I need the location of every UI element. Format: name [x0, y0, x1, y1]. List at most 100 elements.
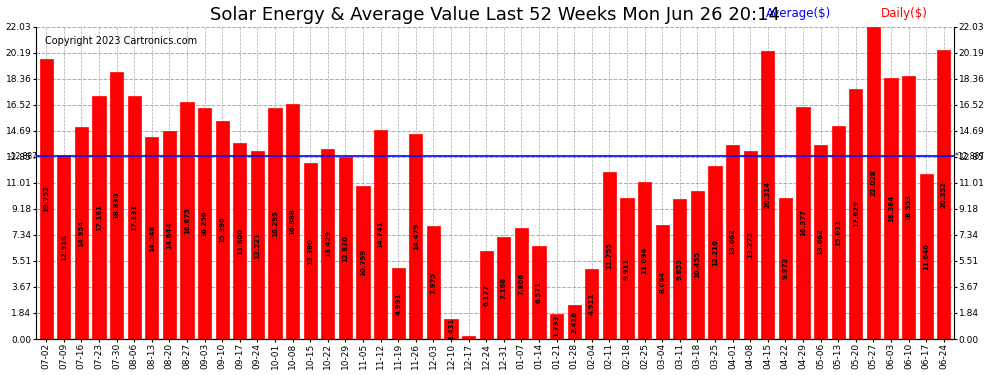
Bar: [445, 319, 457, 339]
Text: 13.800: 13.800: [237, 228, 243, 255]
Text: 9.911: 9.911: [624, 258, 630, 280]
Text: 16.295: 16.295: [272, 210, 278, 237]
Bar: [655, 225, 669, 339]
Text: 1.431: 1.431: [447, 318, 454, 340]
Text: 13.662: 13.662: [818, 229, 824, 255]
Text: 16.588: 16.588: [289, 208, 296, 235]
Text: 18.384: 18.384: [888, 195, 894, 222]
Text: 14.954: 14.954: [78, 219, 84, 247]
Bar: [339, 157, 352, 339]
Bar: [585, 269, 598, 339]
Bar: [515, 228, 528, 339]
Bar: [356, 186, 369, 339]
Bar: [621, 198, 634, 339]
Text: 17.131: 17.131: [131, 204, 138, 231]
Bar: [726, 145, 740, 339]
Text: 13.662: 13.662: [730, 229, 736, 255]
Text: 1.793: 1.793: [553, 315, 559, 338]
Bar: [902, 76, 915, 339]
Bar: [567, 305, 581, 339]
Text: 13.221: 13.221: [254, 232, 260, 259]
Text: 12.216: 12.216: [712, 239, 718, 266]
Bar: [849, 89, 862, 339]
Text: 12.830: 12.830: [343, 234, 348, 261]
Bar: [427, 226, 440, 339]
Text: 14.248: 14.248: [148, 224, 154, 252]
Bar: [321, 148, 335, 339]
Bar: [374, 130, 387, 339]
Text: 14.741: 14.741: [377, 221, 383, 248]
Bar: [250, 152, 264, 339]
Text: 9.972: 9.972: [782, 257, 788, 279]
Bar: [180, 102, 194, 339]
Text: 16.377: 16.377: [800, 209, 806, 236]
Bar: [110, 72, 123, 339]
Bar: [75, 127, 88, 339]
Bar: [268, 108, 281, 339]
Text: 20.314: 20.314: [764, 182, 771, 209]
Text: 15.396: 15.396: [219, 216, 225, 243]
Text: 19.752: 19.752: [44, 186, 50, 212]
Text: 12.918: 12.918: [60, 234, 66, 261]
Text: 13.429: 13.429: [325, 230, 331, 257]
Bar: [216, 121, 229, 339]
Bar: [497, 237, 511, 339]
Text: 6.177: 6.177: [483, 284, 489, 306]
Text: 13.272: 13.272: [747, 231, 753, 258]
Text: 7.975: 7.975: [431, 272, 437, 294]
Text: 10.799: 10.799: [360, 249, 366, 276]
Text: 9.853: 9.853: [677, 258, 683, 280]
Bar: [57, 156, 70, 339]
Text: Average($): Average($): [766, 7, 832, 20]
Text: 17.629: 17.629: [852, 201, 858, 227]
Text: Daily($): Daily($): [881, 7, 928, 20]
Bar: [832, 126, 844, 339]
Bar: [796, 107, 810, 339]
Bar: [867, 27, 880, 339]
Text: 14.644: 14.644: [166, 222, 172, 249]
Text: 4.911: 4.911: [589, 293, 595, 315]
Bar: [673, 199, 686, 339]
Bar: [146, 137, 158, 339]
Bar: [234, 143, 247, 339]
Bar: [920, 174, 933, 339]
Bar: [638, 182, 651, 339]
Title: Solar Energy & Average Value Last 52 Weeks Mon Jun 26 20:14: Solar Energy & Average Value Last 52 Wee…: [210, 6, 780, 24]
Text: 7.806: 7.806: [519, 273, 525, 295]
Bar: [479, 251, 493, 339]
Text: 11.094: 11.094: [642, 247, 647, 274]
Text: 18.553: 18.553: [906, 194, 912, 221]
Bar: [40, 59, 52, 339]
Text: 4.991: 4.991: [395, 292, 401, 315]
Text: 17.161: 17.161: [96, 204, 102, 231]
Bar: [92, 96, 106, 339]
Text: 18.830: 18.830: [114, 192, 120, 219]
Bar: [884, 78, 898, 339]
Bar: [533, 246, 545, 339]
Bar: [761, 51, 774, 339]
Bar: [128, 96, 141, 339]
Text: 22.028: 22.028: [870, 170, 876, 196]
Bar: [814, 145, 828, 339]
Bar: [743, 151, 756, 339]
Text: 14.479: 14.479: [413, 223, 419, 250]
Text: 15.011: 15.011: [836, 219, 842, 246]
Bar: [691, 191, 704, 339]
Text: 16.675: 16.675: [184, 207, 190, 234]
Text: 6.571: 6.571: [536, 281, 542, 303]
Text: -12.887: -12.887: [8, 152, 38, 161]
Text: 10.455: 10.455: [694, 251, 700, 278]
Bar: [162, 131, 176, 339]
Text: 2.416: 2.416: [571, 311, 577, 333]
Text: *12.887: *12.887: [954, 152, 984, 161]
Bar: [286, 104, 299, 339]
Bar: [938, 50, 950, 339]
Text: 16.256: 16.256: [202, 210, 208, 237]
Bar: [462, 336, 475, 339]
Bar: [392, 268, 405, 339]
Bar: [550, 314, 563, 339]
Bar: [603, 172, 616, 339]
Bar: [779, 198, 792, 339]
Bar: [198, 108, 211, 339]
Text: 7.168: 7.168: [501, 277, 507, 299]
